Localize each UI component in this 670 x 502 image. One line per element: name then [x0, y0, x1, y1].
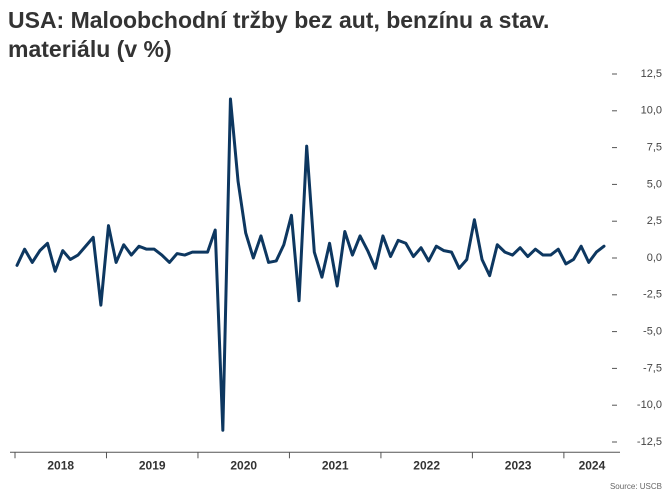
data-line: [15, 97, 606, 432]
y-tick-label: -7,5: [643, 362, 662, 374]
x-tick-label: 2020: [230, 458, 257, 472]
source: Source: USCB: [610, 482, 662, 491]
y-tick-label: 5,0: [647, 178, 662, 190]
x-tick-label: 2018: [47, 458, 74, 472]
y-tick-label: 0,0: [647, 252, 662, 264]
y-tick-label: 10,0: [641, 105, 662, 117]
y-tick-label: -5,0: [643, 326, 662, 338]
y-tick-label: -12,5: [637, 436, 662, 448]
x-tick-label: 2022: [413, 458, 440, 472]
x-tick-label: 2023: [505, 458, 532, 472]
y-tick-label: 7,5: [647, 142, 662, 154]
chart-title: USA: Maloobchodní tržby bez aut, benzínu…: [8, 7, 550, 62]
x-tick-label: 2021: [322, 458, 349, 472]
y-tick-label: -2,5: [643, 289, 662, 301]
x-tick-label: 2019: [139, 458, 166, 472]
x-tick-label: 2024: [579, 458, 606, 472]
y-tick-label: 12,5: [641, 68, 662, 80]
y-tick-label: -10,0: [637, 399, 662, 411]
y-tick-label: 2,5: [647, 215, 662, 227]
